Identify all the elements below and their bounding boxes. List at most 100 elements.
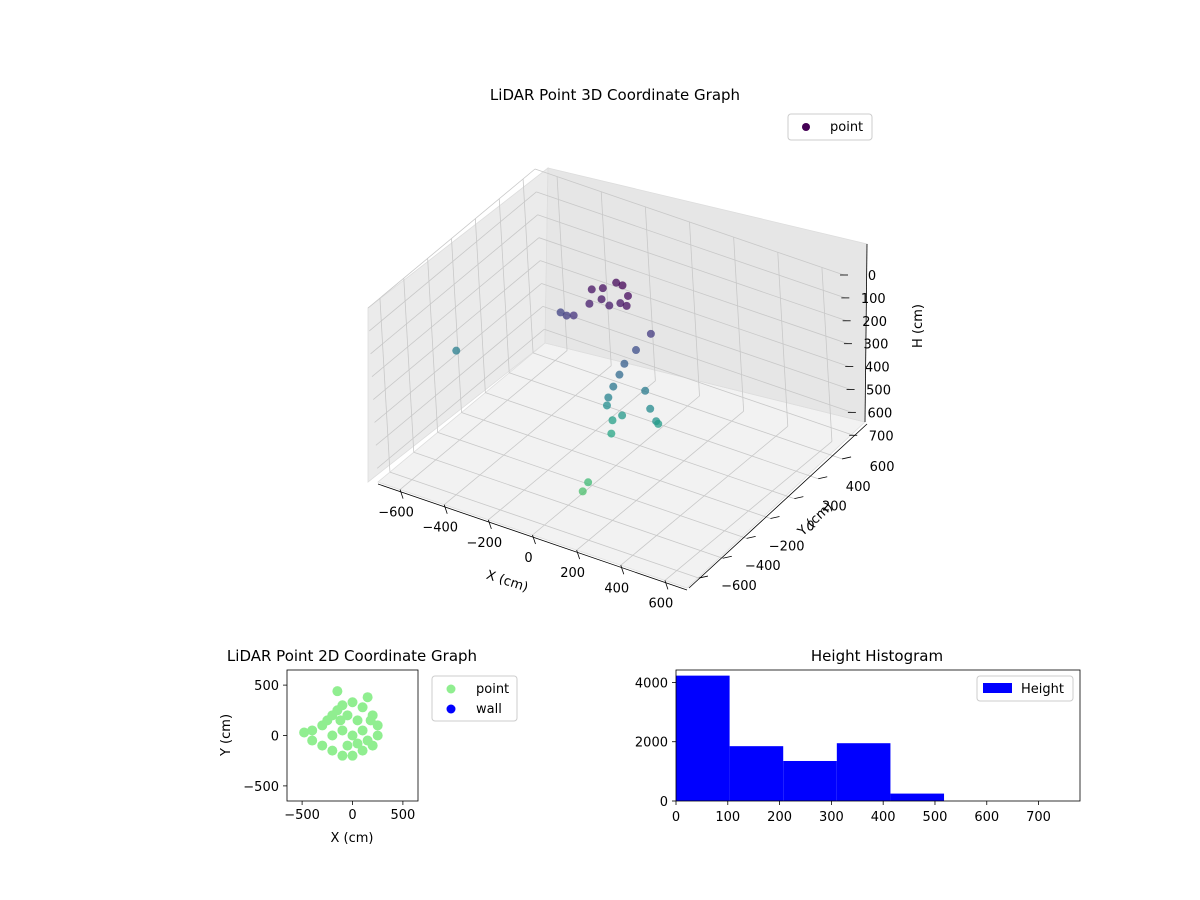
histogram-bars [676, 675, 945, 801]
point-3d [556, 308, 565, 317]
y-tick [794, 496, 804, 500]
point-2d [347, 730, 358, 741]
point-3d [608, 416, 617, 425]
point-3d [578, 487, 587, 496]
x-tick-label: 700 [1026, 810, 1051, 825]
chart-2d-title: LiDAR Point 2D Coordinate Graph [227, 647, 477, 665]
grid-line [379, 298, 391, 473]
y-tick-label: 200 [822, 500, 847, 515]
point-2d [347, 750, 358, 761]
point-2d [352, 715, 363, 726]
legend-3d: point [787, 113, 873, 141]
point-2d [372, 730, 383, 741]
grid-line [544, 328, 854, 436]
x-tick-label: 500 [390, 808, 415, 823]
grid-line [427, 258, 439, 433]
chart-histogram: Height Histogram 0 100 200 300 400 500 600 7000… [635, 647, 1081, 825]
grid-line [777, 252, 789, 427]
point-3d [622, 301, 631, 310]
x-tick [399, 489, 404, 499]
point-3d [605, 301, 614, 310]
point-3d [620, 359, 629, 368]
legend-histogram-frame [976, 675, 1074, 702]
point-2d [327, 745, 338, 756]
chart-2d: LiDAR Point 2D Coordinate Graph −500 0 500… [219, 647, 518, 846]
x-tick [532, 534, 536, 545]
grid-line [532, 352, 843, 460]
point-3d [646, 329, 655, 338]
grid-line [437, 431, 747, 539]
point-2d [337, 725, 348, 736]
y-tick-label: −200 [769, 539, 805, 554]
point-3d [632, 346, 641, 355]
legend-histogram: Height [976, 675, 1074, 702]
histogram-frame [675, 669, 1081, 802]
ticks-3d: −600−400−2000200400600−600−400−200020040… [378, 269, 894, 611]
grid-line [541, 283, 851, 390]
point-2d [332, 686, 343, 697]
point-2d [342, 710, 353, 721]
histogram-ticks: 0 100 200 300 400 500 600 700 0 2000 4000 [635, 676, 1051, 825]
point-2d [357, 702, 368, 713]
histogram-bar [890, 793, 945, 801]
point-2d [332, 705, 343, 716]
point-3d [602, 401, 611, 410]
x-tick-label: −400 [422, 521, 458, 536]
histogram-bar [729, 746, 784, 801]
chart-3d-title: LiDAR Point 3D Coordinate Graph [490, 86, 740, 104]
chart-3d: LiDAR Point 3D Coordinate Graph −600 −400… [367, 86, 926, 611]
grid-line [373, 260, 541, 400]
z-axis-line [864, 243, 868, 423]
x-tick-label: 0 [672, 810, 680, 825]
x-tick [620, 565, 625, 575]
grid-line [367, 168, 536, 309]
grid-line [600, 191, 612, 366]
y-tick [841, 456, 852, 460]
x-tick-label: 200 [767, 810, 792, 825]
z-tick-label: 400 [865, 361, 890, 376]
grid-line [542, 305, 853, 413]
z-tick-label: 100 [861, 292, 886, 307]
x-tick [576, 550, 581, 560]
histogram-title: Height Histogram [811, 647, 943, 665]
point-2d [335, 715, 346, 726]
y-tick-label: 0 [806, 520, 814, 535]
grid-line [509, 372, 819, 480]
z-tick-label: 600 [867, 406, 892, 421]
y-tick-label: −500 [243, 780, 279, 795]
point-2d [357, 745, 368, 756]
point-2d [362, 735, 373, 746]
x-axis-label: X (cm) [484, 568, 530, 596]
point-3d [585, 299, 594, 308]
x-tick-label: 600 [649, 596, 674, 611]
grid-line [498, 198, 510, 373]
y-tick [818, 476, 828, 480]
x-tick-label: 400 [604, 581, 629, 596]
point-3d [609, 382, 618, 391]
grid-line [389, 471, 700, 579]
y-tick-label: 0 [660, 795, 668, 810]
point-2d [307, 735, 318, 746]
grid-line [536, 191, 846, 299]
x-tick [664, 580, 669, 590]
grid-3d [367, 168, 854, 581]
point-3d [618, 281, 627, 290]
point-3d [562, 311, 571, 320]
legend-3d-frame [787, 113, 873, 141]
x-tick-label: 500 [923, 810, 948, 825]
legend-3d-label: point [830, 120, 863, 135]
grid-line [376, 328, 545, 469]
grid-line [689, 221, 700, 397]
point-3d [618, 411, 627, 420]
point-3d [597, 295, 606, 304]
legend-2d-wall-marker [446, 704, 456, 714]
x-tick-label: −500 [284, 808, 320, 823]
z-axis-label: H (cm) [911, 304, 926, 348]
point-3d [452, 346, 461, 355]
grid-line [538, 237, 849, 345]
point-2d [307, 725, 318, 736]
chart-2d-xlabel: X (cm) [331, 831, 374, 846]
legend-3d-marker [802, 123, 810, 131]
y-tick-label: −600 [721, 579, 757, 594]
